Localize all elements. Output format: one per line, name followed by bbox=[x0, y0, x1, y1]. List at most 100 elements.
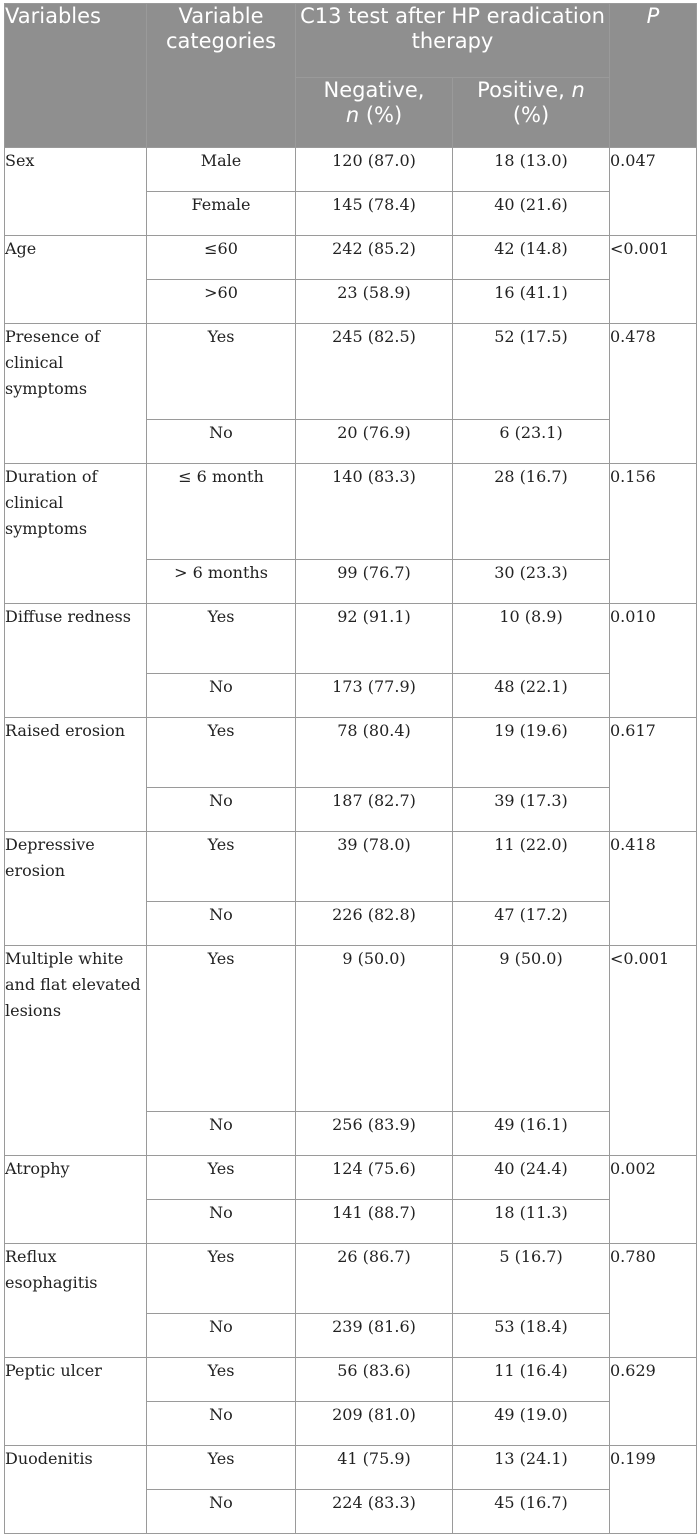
table-row: No 226 (82.8) 47 (17.2) bbox=[5, 901, 697, 946]
positive-cell: 11 (16.4) bbox=[452, 1357, 610, 1402]
category-cell: Male bbox=[146, 147, 296, 192]
category-cell: No bbox=[146, 1111, 296, 1156]
variable-cell: Multiple white and flat elevated lesions bbox=[4, 945, 147, 1156]
header-positive: Positive, n (%) bbox=[452, 77, 610, 148]
positive-cell: 40 (24.4) bbox=[452, 1155, 610, 1200]
positive-cell: 11 (22.0) bbox=[452, 831, 610, 902]
header-negative: Negative, n (%) bbox=[295, 77, 453, 148]
positive-cell: 13 (24.1) bbox=[452, 1445, 610, 1490]
category-cell: No bbox=[146, 673, 296, 718]
variable-cell: Presence of clinical symptoms bbox=[4, 323, 147, 464]
header-positive-label: Positive, bbox=[477, 78, 565, 102]
variable-cell: Sex bbox=[4, 147, 147, 236]
table-body: Sex Male 120 (87.0) 18 (13.0) 0.047 Female 145… bbox=[4, 147, 697, 1534]
table-row: Reflux esophagitis Yes 26 (86.7) 5 (16.7) 0.… bbox=[4, 1243, 697, 1358]
category-cell: No bbox=[146, 901, 296, 946]
variable-cell: Duration of clinical symptoms bbox=[4, 463, 147, 604]
negative-cell: 209 (81.0) bbox=[295, 1401, 453, 1446]
negative-cell: 226 (82.8) bbox=[295, 901, 453, 946]
positive-cell: 47 (17.2) bbox=[452, 901, 610, 946]
header-positive-suffix: (%) bbox=[512, 103, 550, 127]
positive-cell: 9 (50.0) bbox=[452, 945, 610, 1112]
category-cell: No bbox=[146, 1489, 296, 1534]
positive-cell: 49 (16.1) bbox=[452, 1111, 610, 1156]
table-row: Presence of clinical symptoms Yes 245 (82.… bbox=[4, 323, 697, 464]
category-cell: ≤60 bbox=[146, 235, 296, 280]
negative-cell: 224 (83.3) bbox=[295, 1489, 453, 1534]
header-variable-categories: Variable categories bbox=[146, 3, 296, 148]
variable-cell: Raised erosion bbox=[4, 717, 147, 832]
table-row: No 141 (88.7) 18 (11.3) bbox=[5, 1199, 697, 1244]
p-value-cell: 0.199 bbox=[609, 1445, 697, 1534]
category-cell: No bbox=[146, 787, 296, 832]
category-cell: No bbox=[146, 419, 296, 464]
p-value-cell: <0.001 bbox=[609, 235, 697, 324]
table-row: No 20 (76.9) 6 (23.1) bbox=[5, 419, 697, 464]
negative-cell: 239 (81.6) bbox=[295, 1313, 453, 1358]
positive-cell: 40 (21.6) bbox=[452, 191, 610, 236]
p-value-cell: 0.617 bbox=[609, 717, 697, 832]
table-header: Variables Variable categories C13 test a… bbox=[4, 3, 697, 148]
negative-cell: 99 (76.7) bbox=[295, 559, 453, 604]
variable-cell: Peptic ulcer bbox=[4, 1357, 147, 1446]
negative-cell: 256 (83.9) bbox=[295, 1111, 453, 1156]
negative-cell: 124 (75.6) bbox=[295, 1155, 453, 1200]
table-row: Female 145 (78.4) 40 (21.6) bbox=[5, 191, 697, 236]
category-cell: Yes bbox=[146, 1243, 296, 1314]
category-cell: ≤ 6 month bbox=[146, 463, 296, 560]
negative-cell: 26 (86.7) bbox=[295, 1243, 453, 1314]
negative-cell: 9 (50.0) bbox=[295, 945, 453, 1112]
table-row: No 173 (77.9) 48 (22.1) bbox=[5, 673, 697, 718]
positive-cell: 5 (16.7) bbox=[452, 1243, 610, 1314]
category-cell: Yes bbox=[146, 1357, 296, 1402]
positive-cell: 18 (13.0) bbox=[452, 147, 610, 192]
header-variables: Variables bbox=[4, 3, 147, 148]
positive-cell: 30 (23.3) bbox=[452, 559, 610, 604]
negative-cell: 23 (58.9) bbox=[295, 279, 453, 324]
negative-cell: 141 (88.7) bbox=[295, 1199, 453, 1244]
p-value-cell: 0.629 bbox=[609, 1357, 697, 1446]
negative-cell: 245 (82.5) bbox=[295, 323, 453, 420]
category-cell: >60 bbox=[146, 279, 296, 324]
category-cell: Yes bbox=[146, 1155, 296, 1200]
positive-cell: 19 (19.6) bbox=[452, 717, 610, 788]
positive-cell: 42 (14.8) bbox=[452, 235, 610, 280]
positive-cell: 39 (17.3) bbox=[452, 787, 610, 832]
header-p-label: P bbox=[646, 4, 660, 28]
table-row: Age ≤60 242 (85.2) 42 (14.8) <0.001 bbox=[4, 235, 697, 324]
variable-cell: Depressive erosion bbox=[4, 831, 147, 946]
category-cell: > 6 months bbox=[146, 559, 296, 604]
header-negative-label: Negative, bbox=[323, 78, 425, 102]
category-cell: Yes bbox=[146, 603, 296, 674]
table-row: Diffuse redness Yes 92 (91.1) 10 (8.9) 0.010 bbox=[4, 603, 697, 718]
positive-cell: 49 (19.0) bbox=[452, 1401, 610, 1446]
variable-cell: Reflux esophagitis bbox=[4, 1243, 147, 1358]
negative-cell: 187 (82.7) bbox=[295, 787, 453, 832]
table-row: Multiple white and flat elevated lesions… bbox=[4, 945, 697, 1156]
table-row: >60 23 (58.9) 16 (41.1) bbox=[5, 279, 697, 324]
positive-cell: 53 (18.4) bbox=[452, 1313, 610, 1358]
positive-cell: 18 (11.3) bbox=[452, 1199, 610, 1244]
negative-cell: 92 (91.1) bbox=[295, 603, 453, 674]
table-row: No 187 (82.7) 39 (17.3) bbox=[5, 787, 697, 832]
negative-cell: 39 (78.0) bbox=[295, 831, 453, 902]
table-row: Raised erosion Yes 78 (80.4) 19 (19.6) 0.617 bbox=[4, 717, 697, 832]
negative-cell: 78 (80.4) bbox=[295, 717, 453, 788]
positive-cell: 6 (23.1) bbox=[452, 419, 610, 464]
table-row: Atrophy Yes 124 (75.6) 40 (24.4) 0.002 bbox=[4, 1155, 697, 1244]
p-value-cell: 0.418 bbox=[609, 831, 697, 946]
category-cell: Yes bbox=[146, 717, 296, 788]
negative-cell: 41 (75.9) bbox=[295, 1445, 453, 1490]
category-cell: No bbox=[146, 1401, 296, 1446]
negative-cell: 20 (76.9) bbox=[295, 419, 453, 464]
p-value-cell: 0.010 bbox=[609, 603, 697, 718]
table-row: > 6 months 99 (76.7) 30 (23.3) bbox=[5, 559, 697, 604]
table-row: Depressive erosion Yes 39 (78.0) 11 (22.0) 0… bbox=[4, 831, 697, 946]
p-value-cell: 0.478 bbox=[609, 323, 697, 464]
p-value-cell: 0.780 bbox=[609, 1243, 697, 1358]
positive-cell: 52 (17.5) bbox=[452, 323, 610, 420]
table-row: Duodenitis Yes 41 (75.9) 13 (24.1) 0.199 bbox=[4, 1445, 697, 1534]
header-negative-suffix: (%) bbox=[365, 103, 403, 127]
category-cell: Yes bbox=[146, 945, 296, 1112]
table-row: No 209 (81.0) 49 (19.0) bbox=[5, 1401, 697, 1446]
